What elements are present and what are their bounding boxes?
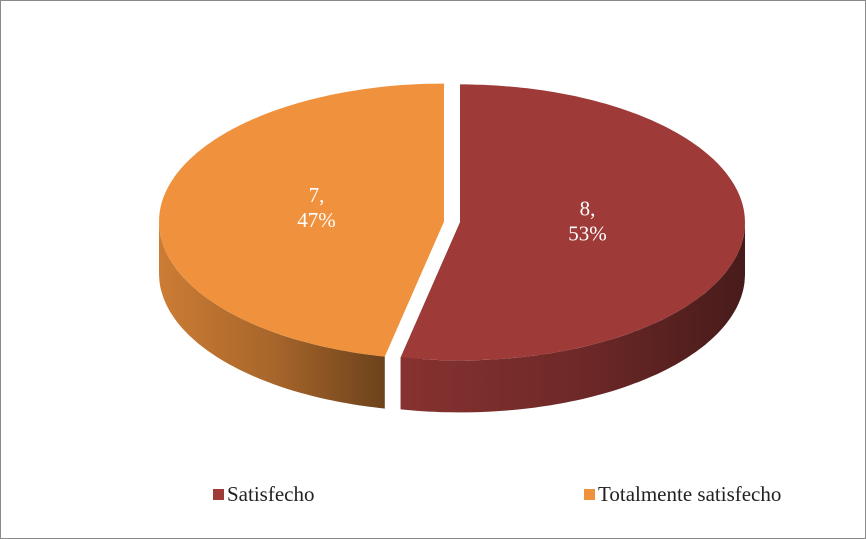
slice xyxy=(400,84,745,361)
legend-swatch xyxy=(213,489,224,500)
legend-swatch xyxy=(584,489,595,500)
legend-label: Satisfecho xyxy=(227,482,314,506)
legend-label: Totalmente satisfecho xyxy=(598,482,781,506)
slice xyxy=(159,83,444,357)
slice-side xyxy=(400,222,745,413)
data-label: 47% xyxy=(297,208,336,232)
data-label: 53% xyxy=(568,222,607,246)
data-label: 8, xyxy=(580,197,596,221)
slice-side xyxy=(159,221,385,409)
data-label: 7, xyxy=(309,183,325,207)
